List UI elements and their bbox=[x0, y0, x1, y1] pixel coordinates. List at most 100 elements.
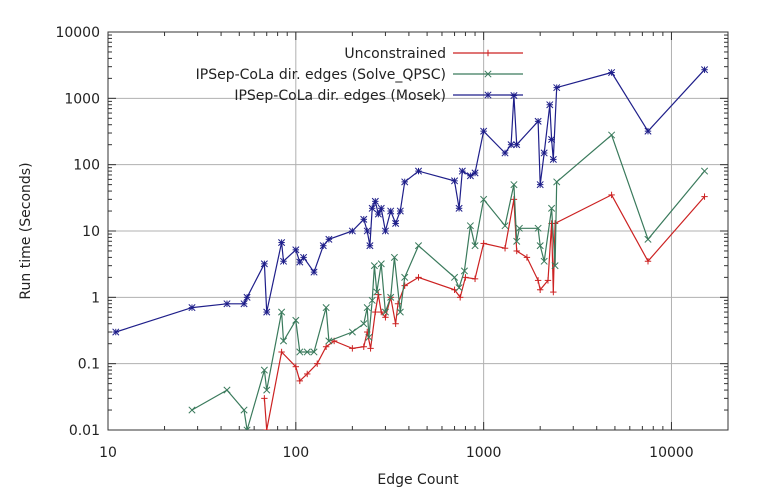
data-point bbox=[348, 227, 356, 235]
data-point bbox=[278, 348, 285, 356]
x-axis-title: Edge Count bbox=[377, 472, 459, 488]
data-point bbox=[263, 426, 270, 430]
y-tick-label: 100 bbox=[73, 158, 100, 174]
x-tick-label: 10 bbox=[99, 445, 117, 461]
data-point bbox=[466, 222, 474, 230]
data-point bbox=[534, 277, 542, 284]
data-point bbox=[523, 254, 531, 261]
x-tick-label: 100 bbox=[282, 445, 309, 461]
data-point bbox=[536, 181, 544, 189]
data-point bbox=[480, 240, 487, 247]
data-point bbox=[501, 222, 509, 230]
data-point bbox=[540, 149, 548, 157]
data-point bbox=[348, 328, 356, 336]
legend-label: IPSep-CoLa dir. edges (Mosek) bbox=[234, 88, 446, 104]
data-point bbox=[371, 197, 379, 205]
data-point bbox=[390, 253, 398, 261]
data-point bbox=[501, 149, 509, 157]
data-point bbox=[534, 224, 542, 232]
data-point bbox=[349, 345, 356, 352]
data-point bbox=[450, 273, 459, 281]
data-point bbox=[548, 135, 556, 143]
grid bbox=[108, 32, 728, 430]
data-point bbox=[360, 343, 367, 350]
data-point bbox=[363, 227, 371, 235]
data-point bbox=[372, 308, 379, 316]
data-point bbox=[303, 348, 311, 356]
data-point bbox=[310, 348, 318, 356]
data-point bbox=[292, 363, 300, 370]
data-point bbox=[401, 273, 409, 281]
legend-marker bbox=[484, 49, 492, 57]
x-tick-label: 10000 bbox=[649, 445, 694, 461]
data-point bbox=[310, 268, 318, 276]
data-point bbox=[700, 167, 709, 175]
data-point bbox=[387, 207, 395, 215]
data-point bbox=[456, 294, 464, 301]
data-point bbox=[368, 204, 376, 212]
data-point bbox=[292, 246, 300, 254]
data-point bbox=[544, 277, 552, 284]
data-point bbox=[414, 242, 423, 250]
data-point bbox=[223, 300, 231, 308]
data-point bbox=[292, 316, 300, 324]
data-point bbox=[240, 300, 248, 308]
data-point bbox=[377, 204, 385, 212]
series-1 bbox=[261, 191, 708, 430]
data-point bbox=[381, 227, 389, 235]
data-point bbox=[455, 204, 463, 212]
data-point bbox=[471, 242, 479, 250]
x-tick-label: 1000 bbox=[466, 445, 502, 461]
data-point bbox=[381, 308, 389, 316]
data-point bbox=[377, 260, 385, 268]
data-point bbox=[608, 191, 615, 199]
data-point bbox=[279, 337, 288, 345]
data-point bbox=[363, 304, 371, 312]
data-point bbox=[644, 235, 652, 243]
y-tick-label: 0.01 bbox=[69, 423, 100, 439]
data-point bbox=[471, 169, 479, 177]
data-point bbox=[188, 304, 196, 312]
data-point bbox=[536, 242, 544, 250]
data-point bbox=[608, 131, 616, 139]
data-point bbox=[260, 366, 268, 374]
data-point bbox=[382, 314, 389, 321]
data-point bbox=[387, 293, 395, 301]
data-point bbox=[471, 275, 479, 283]
data-point bbox=[513, 237, 521, 245]
y-tick-label: 1 bbox=[91, 290, 100, 306]
data-point bbox=[396, 308, 404, 316]
data-point bbox=[243, 426, 251, 430]
data-point bbox=[608, 68, 616, 77]
data-point bbox=[325, 235, 333, 243]
data-point bbox=[513, 141, 521, 149]
data-point bbox=[365, 333, 373, 341]
data-point bbox=[240, 406, 248, 414]
data-point bbox=[458, 167, 466, 175]
data-point bbox=[360, 320, 368, 328]
y-tick-label: 10000 bbox=[55, 25, 100, 41]
data-point bbox=[701, 193, 708, 200]
data-point bbox=[112, 328, 120, 336]
data-point bbox=[401, 178, 409, 186]
data-point bbox=[370, 262, 378, 270]
data-point bbox=[368, 296, 376, 304]
data-point bbox=[260, 260, 268, 268]
series-layer bbox=[112, 66, 709, 430]
data-point bbox=[551, 262, 559, 270]
data-point bbox=[322, 304, 330, 312]
data-point bbox=[360, 215, 368, 223]
y-tick-label: 0.1 bbox=[78, 357, 100, 373]
data-point bbox=[534, 117, 542, 125]
legend: Unconstrained IPSep-CoLa dir. edges (Solv… bbox=[196, 46, 523, 104]
data-point bbox=[392, 320, 399, 327]
data-point bbox=[392, 219, 400, 227]
data-point bbox=[394, 300, 402, 307]
data-point bbox=[304, 370, 311, 378]
series-line bbox=[263, 194, 705, 430]
axis-ticks: 0.01 0.1 1 10 100 1000 10000 10 100 1000 10000 bbox=[55, 25, 729, 461]
data-point bbox=[263, 386, 271, 394]
legend-label: IPSep-CoLa dir. edges (Solve_QPSC) bbox=[196, 67, 446, 83]
data-point bbox=[501, 245, 509, 252]
